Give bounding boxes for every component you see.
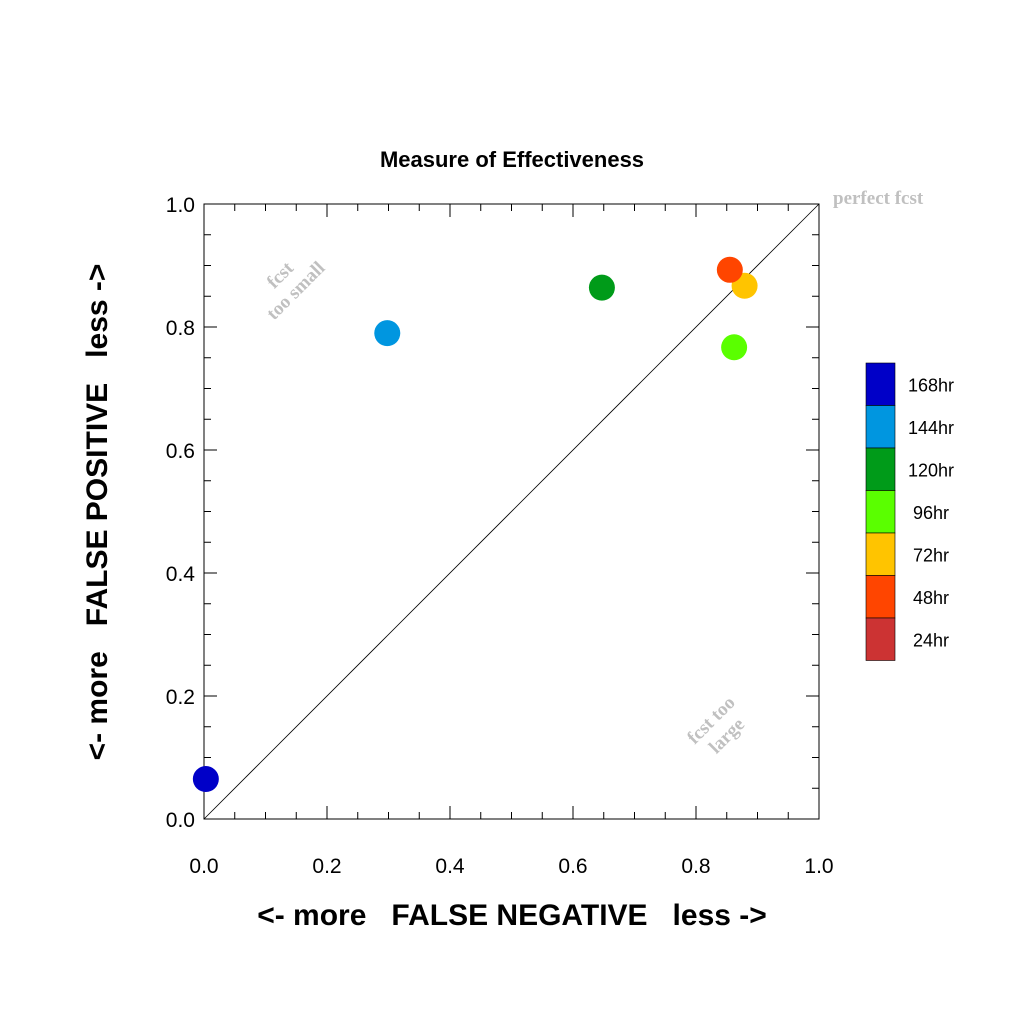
x-tick-label: 0.0 [189,855,218,878]
chart-title: Measure of Effectiveness [380,147,644,172]
point-168hr [192,766,219,793]
x-tick-label: 0.2 [312,855,341,878]
legend-label-72hr: 72hr [913,545,949,565]
y-tick-label: 0.0 [166,809,195,832]
x-tick-labels: 0.0 0.2 0.4 0.6 0.8 1.0 [189,855,833,878]
x-axis-title: <- more FALSE NEGATIVE less -> [257,899,767,932]
legend-swatch-48hr [865,575,896,619]
legend-swatch-144hr [865,405,896,449]
data-points [192,256,758,793]
y-tick-label: 0.2 [166,686,195,709]
too-large-annotation: fcst too large [683,692,749,758]
axis-ticks [203,203,820,820]
y-tick-labels: 0.0 0.2 0.4 0.6 0.8 1.0 [166,194,196,832]
too-small-annotation: fcst too small [263,257,330,324]
point-144hr [374,320,401,347]
legend-swatch-24hr [865,617,896,661]
legend-swatch-120hr [865,447,896,491]
y-tick-label: 1.0 [166,194,195,217]
point-96hr [721,334,748,361]
x-tick-label: 0.6 [558,855,587,878]
perfect-forecast-label: perfect fcst [833,188,924,209]
legend-label-120hr: 120hr [908,460,954,480]
legend-label-24hr: 24hr [913,630,949,650]
y-axis-title: <- more FALSE POSITIVE less -> [81,264,114,761]
legend-label-96hr: 96hr [913,503,949,523]
legend-swatch-72hr [865,532,896,576]
legend-label-144hr: 144hr [908,418,954,438]
point-48hr [716,256,743,283]
y-tick-label: 0.8 [166,317,195,340]
legend: 168hr 144hr 120hr 96hr 72hr 48hr 24hr [865,362,954,661]
legend-swatch-168hr [865,362,896,406]
x-tick-label: 0.8 [681,855,710,878]
y-tick-label: 0.6 [166,440,195,463]
legend-swatch-96hr [865,490,896,534]
legend-label-48hr: 48hr [913,588,949,608]
x-tick-label: 0.4 [435,855,465,878]
legend-label-168hr: 168hr [908,375,954,395]
perfect-forecast-diagonal [203,203,820,820]
point-120hr [588,274,615,301]
y-tick-label: 0.4 [166,563,196,586]
x-tick-label: 1.0 [804,855,833,878]
